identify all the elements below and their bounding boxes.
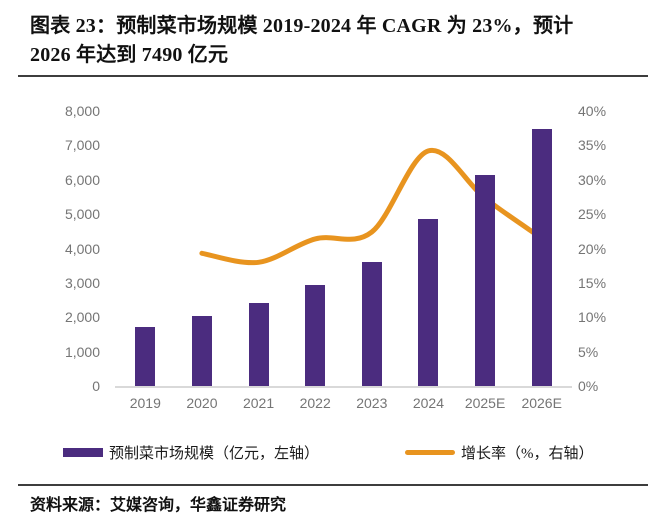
y-axis-left-tick-6: 6,000 (64, 171, 100, 188)
legend-label-growth-rate: 增长率（%，右轴） (461, 445, 594, 462)
y-axis-left-tick-5: 5,000 (64, 206, 100, 223)
y-axis-right-tick-0: 0% (578, 378, 599, 394)
source-divider (18, 484, 648, 486)
x-axis-line (115, 386, 572, 388)
x-axis-label-2020: 2020 (186, 395, 218, 411)
y-axis-left-tick-3: 3,000 (64, 274, 100, 291)
x-axis-label-2024: 2024 (412, 395, 445, 411)
y-axis-left-tick-7: 7,000 (64, 137, 100, 154)
chart-legend: 预制菜市场规模（亿元，左轴） 增长率（%，右轴） (0, 440, 650, 466)
bar-2024 (418, 219, 439, 386)
figure-title-line-1: 图表 23：预制菜市场规模 2019-2024 年 CAGR 为 23%，预计 (30, 15, 574, 37)
bar-2021 (248, 302, 269, 386)
x-axis-label-2019: 2019 (129, 395, 161, 411)
y-axis-right-tick-3: 15% (578, 274, 607, 291)
bar-2020 (191, 315, 212, 386)
bar-2026E (531, 128, 552, 386)
y-axis-left-tick-0: 0 (92, 378, 100, 394)
x-axis-label-2022: 2022 (299, 395, 331, 411)
y-axis-right-tick-5: 25% (578, 206, 607, 223)
bar-2025E (475, 174, 496, 386)
chart-area: 0 1,000 2,000 3,000 4,000 5,000 6,000 7,000 8,00… (0, 90, 650, 420)
y-axis-right-tick-4: 20% (578, 240, 607, 257)
y-axis-left-tick-8: 8,000 (64, 103, 100, 119)
legend-item-market-size: 预制菜市场规模（亿元，左轴） (63, 440, 319, 464)
y-axis-right-tick-7: 35% (578, 137, 607, 154)
x-axis-label-2021: 2021 (242, 395, 275, 411)
bar-2023 (361, 262, 382, 386)
figure-title: 图表 23：预制菜市场规模 2019-2024 年 CAGR 为 23%，预计 … (30, 12, 635, 70)
legend-label-market-size: 预制菜市场规模（亿元，左轴） (109, 445, 320, 462)
x-axis-label-2025E: 2025E (464, 395, 506, 411)
x-axis-label-2023: 2023 (356, 395, 388, 411)
line-series-swatch (405, 449, 455, 455)
y-axis-right-tick-8: 40% (578, 103, 607, 119)
y-axis-left-tick-4: 4,000 (64, 240, 100, 257)
y-axis-left-tick-1: 1,000 (64, 343, 100, 360)
source-text: 资料来源：艾媒咨询，华鑫证券研究 (30, 497, 287, 514)
bar-series-swatch (63, 447, 103, 457)
y-axis-left-tick-2: 2,000 (64, 309, 100, 326)
bar-2022 (305, 284, 326, 386)
title-divider (18, 75, 648, 77)
x-axis-label-2026E: 2026E (521, 395, 562, 411)
y-axis-right-tick-6: 30% (578, 171, 607, 188)
figure-title-line-2: 2026 年达到 7490 亿元 (30, 44, 229, 66)
legend-item-growth-rate: 增长率（%，右轴） (405, 440, 594, 464)
y-axis-right-tick-2: 10% (578, 309, 607, 326)
y-axis-right-tick-1: 5% (578, 343, 599, 360)
bar-2019 (135, 326, 156, 386)
